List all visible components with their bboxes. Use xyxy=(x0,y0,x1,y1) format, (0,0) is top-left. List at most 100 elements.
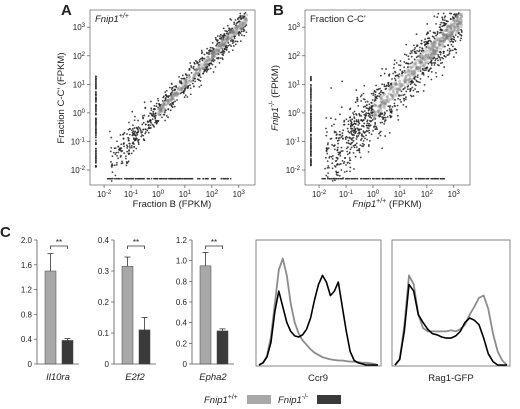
scatter-point xyxy=(428,56,432,59)
scatter-point xyxy=(441,43,444,46)
scatter-point xyxy=(425,46,428,48)
scatter-point xyxy=(142,117,144,120)
scatter-point xyxy=(164,94,167,97)
scatter-point xyxy=(223,34,226,37)
scatter-point xyxy=(323,177,325,180)
scatter-point xyxy=(421,57,425,60)
scatter-point xyxy=(241,25,245,29)
scatter-point xyxy=(194,70,198,73)
scatter-point xyxy=(116,140,118,143)
scatter-point xyxy=(341,132,344,135)
scatter-point xyxy=(218,61,221,64)
scatter-point xyxy=(408,74,412,78)
scatter-point xyxy=(412,81,415,83)
scatter-point xyxy=(198,70,202,74)
scatter-point xyxy=(437,42,441,46)
scatter-point xyxy=(415,177,417,180)
scatter-point xyxy=(202,61,206,65)
scatter-point xyxy=(433,177,436,180)
scatter-point xyxy=(400,101,402,103)
scatter-point xyxy=(383,106,387,110)
scatter-point xyxy=(438,43,442,47)
scatter-point xyxy=(442,21,445,24)
scatter-point xyxy=(442,57,445,60)
scatter-point xyxy=(426,56,430,60)
scatter-point xyxy=(411,65,415,68)
scatter-point xyxy=(326,176,329,178)
scatter-point xyxy=(449,25,453,29)
scatter-point xyxy=(459,22,462,26)
scatter-point xyxy=(232,32,236,36)
scatter-point xyxy=(234,19,237,21)
scatter-point xyxy=(440,37,444,40)
scatter-point xyxy=(425,56,429,60)
scatter-point xyxy=(148,126,150,129)
scatter-point xyxy=(439,23,442,26)
scatter-point xyxy=(411,86,414,89)
scatter-point xyxy=(389,85,393,89)
scatter-point xyxy=(165,89,168,92)
scatter-point xyxy=(120,162,123,165)
scatter-point xyxy=(456,25,460,29)
scatter-point xyxy=(460,23,463,27)
scatter-point xyxy=(174,100,177,103)
scatter-point xyxy=(421,56,425,60)
scatter-point xyxy=(381,94,385,97)
scatter-point xyxy=(368,139,371,142)
scatter-point xyxy=(415,84,417,87)
scatter-point xyxy=(429,51,433,55)
scatter-point xyxy=(310,104,312,106)
scatter-point xyxy=(408,68,411,72)
scatter-point xyxy=(438,39,442,43)
scatter-point xyxy=(406,78,410,81)
scatter-b-annotation: Fraction C-C' xyxy=(310,14,366,25)
y-tick-label: 101 xyxy=(288,80,301,89)
scatter-point xyxy=(413,83,416,86)
scatter-point xyxy=(236,25,240,29)
scatter-point xyxy=(404,75,408,79)
scatter-point xyxy=(436,177,439,180)
scatter-point xyxy=(444,29,448,32)
scatter-point xyxy=(444,55,447,58)
scatter-point xyxy=(325,146,328,149)
scatter-point xyxy=(238,25,242,29)
scatter-point xyxy=(362,130,365,133)
scatter-point xyxy=(203,68,206,71)
scatter-point xyxy=(110,180,113,182)
scatter-point xyxy=(420,60,424,63)
scatter-point xyxy=(449,32,453,36)
scatter-point xyxy=(115,177,118,180)
scatter-point xyxy=(170,95,174,99)
scatter-point xyxy=(210,56,214,60)
scatter-point xyxy=(415,91,418,93)
scatter-point xyxy=(173,94,177,98)
scatter-point xyxy=(209,46,212,49)
scatter-point xyxy=(416,44,419,47)
scatter-point xyxy=(179,86,183,90)
scatter-point xyxy=(358,147,361,150)
scatter-point xyxy=(403,81,407,85)
scatter-point xyxy=(160,110,163,114)
scatter-point xyxy=(363,113,366,116)
scatter-point xyxy=(360,137,363,140)
scatter-point xyxy=(310,124,312,127)
scatter-point xyxy=(418,66,422,70)
scatter-point xyxy=(361,120,364,122)
scatter-point xyxy=(455,15,459,18)
scatter-point xyxy=(398,85,402,88)
scatter-point xyxy=(421,47,424,50)
scatter-point xyxy=(404,76,408,80)
scatter-point xyxy=(427,177,429,180)
scatter-point xyxy=(338,130,341,133)
scatter-point xyxy=(236,40,239,43)
scatter-point xyxy=(417,55,419,58)
scatter-point xyxy=(448,25,452,29)
scatter-point xyxy=(321,177,324,180)
scatter-point xyxy=(127,160,130,163)
scatter-point xyxy=(229,30,233,34)
scatter-point xyxy=(310,119,312,122)
scatter-point xyxy=(348,177,351,180)
scatter-point xyxy=(435,38,439,42)
scatter-point xyxy=(143,101,146,104)
scatter-point xyxy=(331,179,334,182)
